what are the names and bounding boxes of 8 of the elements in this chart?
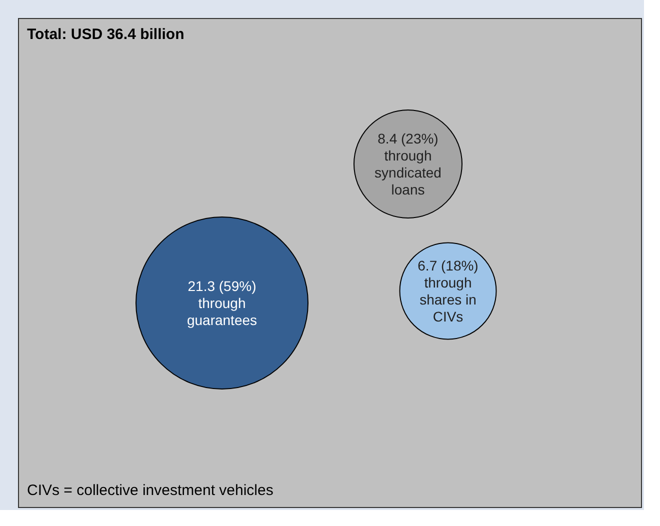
- text: Total: USD 36.4 billion: [27, 26, 184, 43]
- category-label: through shares in CIVs: [420, 274, 476, 324]
- text: CIVs = collective investment vehicles: [27, 482, 274, 499]
- category-label: through guarantees: [186, 294, 258, 328]
- data-label: 6.7 (18%): [418, 257, 478, 274]
- data-label: 21.3 (59%): [188, 278, 256, 294]
- category-label: through syndicated loans: [374, 147, 442, 198]
- data-label: 8.4 (23%): [378, 130, 438, 146]
